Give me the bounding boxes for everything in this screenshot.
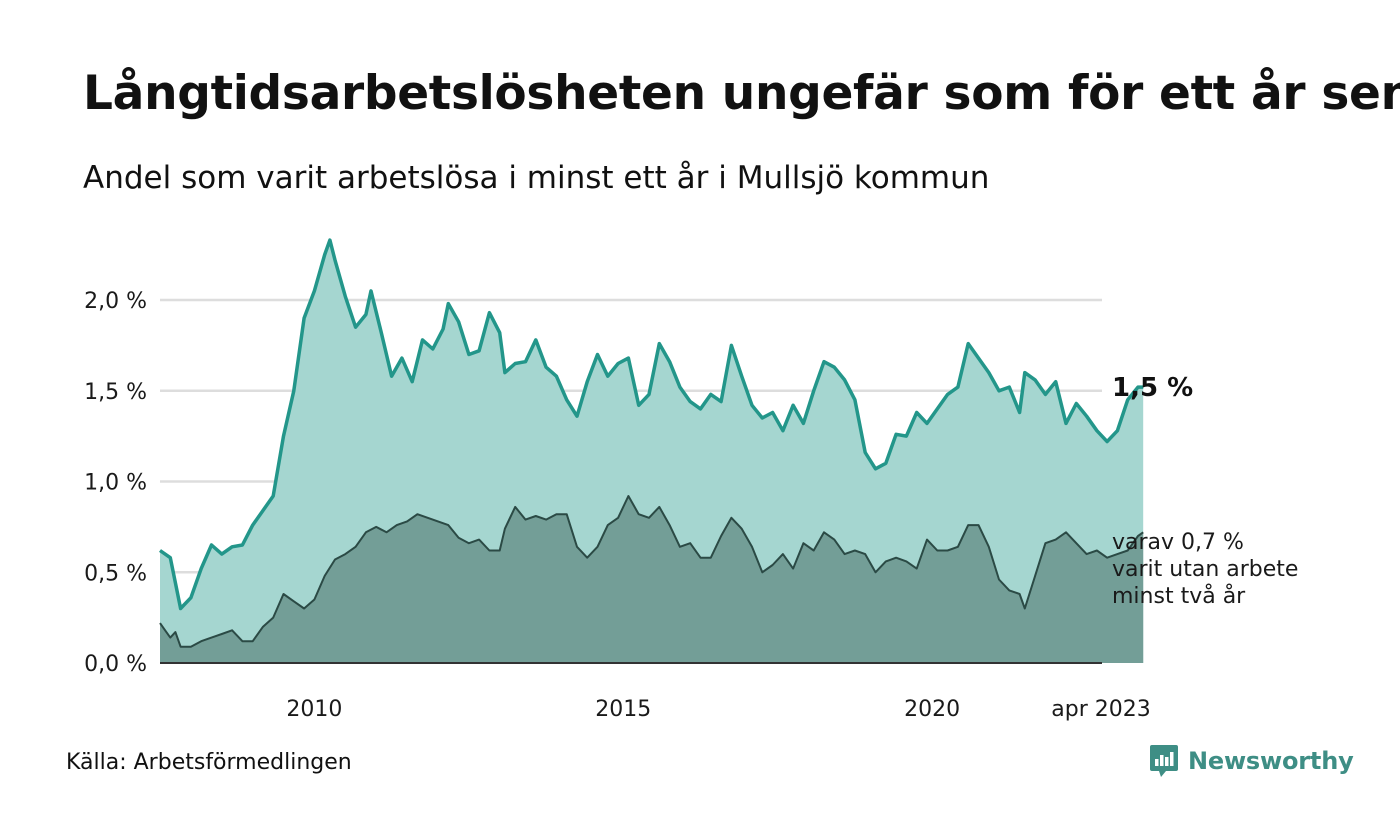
y-tick-label: 1,5 % [84,380,147,405]
series-area-2 [160,496,1144,663]
x-tick-label: 2020 [904,697,960,722]
brand-logo[interactable]: Newsworthy [1149,744,1354,778]
newsworthy-logo-icon [1150,745,1178,777]
page-subtitle: Andel som varit arbetslösa i minst ett å… [83,160,990,196]
chart-labels: 0,0 % 0,5 % 1,0 % 1,5 % 2,0 % 2010 2015 2020 apr… [84,289,1298,722]
x-tick-label: 2015 [595,697,651,722]
series-1-end-label: 1,5 % [1112,373,1193,403]
y-tick-label: 1,0 % [84,471,147,496]
x-end-label: apr 2023 [1051,697,1150,722]
series-2-end-label: minst två år [1112,583,1246,609]
y-tick-label: 2,0 % [84,289,147,314]
y-tick-label: 0,0 % [84,652,147,677]
x-tick-label: 2010 [286,697,342,722]
brand-name: Newsworthy [1188,747,1354,775]
source-note: Källa: Arbetsförmedlingen [66,750,352,775]
chart-areas [158,238,1144,664]
series-line-1 [158,238,1144,611]
series-line-2 [159,495,1144,648]
y-tick-label: 0,5 % [84,561,147,586]
series-2-end-label: varit utan arbete [1112,557,1298,582]
series-2-end-label: varav 0,7 % [1112,530,1244,555]
page-title: Långtidsarbetslösheten ungefär som för e… [83,66,1400,121]
